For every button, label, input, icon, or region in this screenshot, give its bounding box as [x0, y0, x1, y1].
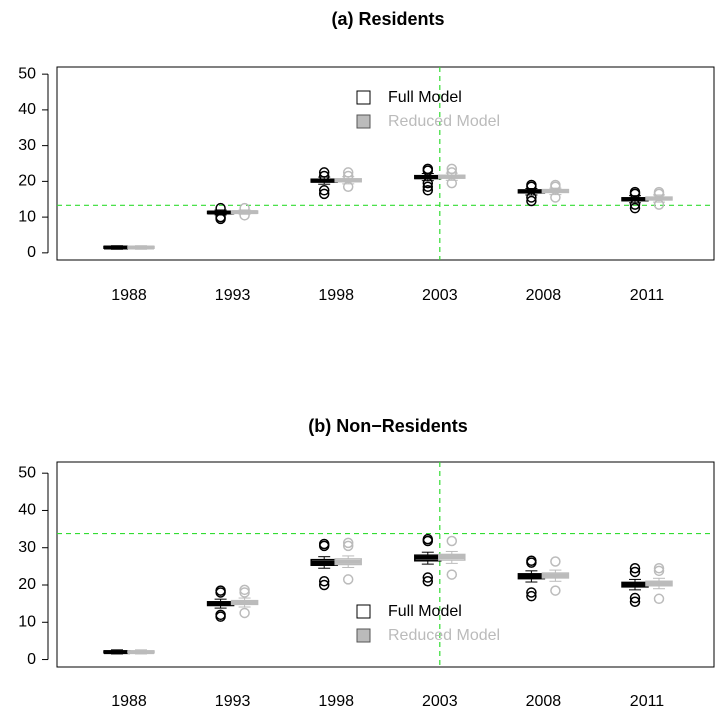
plot-frame [56, 461, 715, 668]
outlier [629, 202, 641, 214]
outlier [342, 540, 354, 552]
outlier [422, 533, 434, 545]
outlier [342, 170, 354, 182]
legend-swatch [356, 114, 371, 129]
x-tick-label: 2011 [630, 693, 665, 710]
legend-label: Full Model [388, 603, 462, 620]
outlier [422, 163, 434, 175]
legend-swatch [356, 604, 371, 619]
outlier [342, 574, 354, 585]
outlier [342, 181, 354, 192]
x-tick-label: 2003 [422, 287, 458, 304]
outlier [446, 167, 458, 178]
x-tick-label: 2008 [526, 287, 562, 304]
y-tick-label: 30 [18, 539, 36, 556]
legend-label: Reduced Model [388, 627, 500, 644]
outlier [422, 572, 434, 583]
outlier [629, 186, 641, 198]
legend-label: Full Model [388, 89, 462, 106]
outlier [653, 186, 665, 198]
y-tick-label: 10 [18, 208, 36, 225]
y-tick-label: 0 [27, 651, 36, 668]
outlier [215, 609, 226, 621]
outlier [215, 202, 226, 214]
chart-title: (b) Non−Residents [308, 416, 468, 436]
outlier [422, 185, 434, 196]
outlier [526, 179, 537, 191]
outlier [422, 181, 434, 192]
outlier [526, 195, 537, 207]
y-tick-label: 30 [18, 137, 36, 154]
x-tick-label: 1988 [111, 287, 147, 304]
y-tick-label: 20 [18, 173, 36, 190]
outlier [446, 569, 458, 580]
outlier [239, 210, 250, 221]
outlier [629, 199, 641, 210]
outlier [318, 188, 330, 200]
chart-title: (a) Residents [331, 9, 444, 29]
plot-frame [56, 66, 715, 261]
x-tick-label: 2003 [422, 693, 458, 710]
outlier [318, 576, 330, 587]
legend-swatch [356, 90, 371, 105]
outlier [550, 556, 561, 567]
outlier [318, 170, 330, 182]
outlier [215, 585, 226, 596]
outlier [550, 585, 561, 596]
outlier [318, 185, 330, 196]
outlier [550, 192, 561, 203]
x-tick-label: 1993 [215, 693, 251, 710]
outlier [422, 576, 434, 587]
outlier [526, 192, 537, 203]
y-tick-label: 10 [18, 613, 36, 630]
y-tick-label: 40 [18, 101, 36, 118]
outlier [629, 596, 641, 608]
outlier [653, 199, 665, 210]
legend-label: Reduced Model [388, 113, 500, 130]
x-tick-label: 2008 [526, 693, 562, 710]
y-tick-label: 20 [18, 576, 36, 593]
x-tick-label: 1998 [318, 287, 354, 304]
outlier [526, 587, 537, 598]
y-tick-label: 0 [27, 244, 36, 261]
outlier [239, 202, 250, 214]
y-tick-label: 50 [18, 65, 36, 82]
outlier [342, 537, 354, 549]
x-tick-label: 1988 [111, 693, 147, 710]
outlier [239, 607, 250, 619]
x-tick-label: 2011 [630, 287, 665, 304]
outlier [653, 593, 665, 605]
outlier [422, 177, 434, 189]
outlier [446, 163, 458, 175]
outlier [446, 177, 458, 189]
outlier [526, 590, 537, 602]
outlier [318, 538, 330, 550]
legend-swatch [356, 628, 371, 643]
outlier [653, 562, 665, 574]
outlier [446, 535, 458, 547]
outlier [318, 579, 330, 591]
outlier [629, 592, 641, 604]
y-tick-label: 40 [18, 502, 36, 519]
outlier [239, 584, 250, 596]
x-tick-label: 1993 [215, 287, 251, 304]
outlier [318, 167, 330, 178]
outlier [550, 179, 561, 191]
outlier [526, 555, 537, 567]
outlier [629, 566, 641, 578]
outlier [342, 167, 354, 178]
outlier [629, 562, 641, 574]
y-tick-label: 50 [18, 464, 36, 481]
x-tick-label: 1998 [318, 693, 354, 710]
